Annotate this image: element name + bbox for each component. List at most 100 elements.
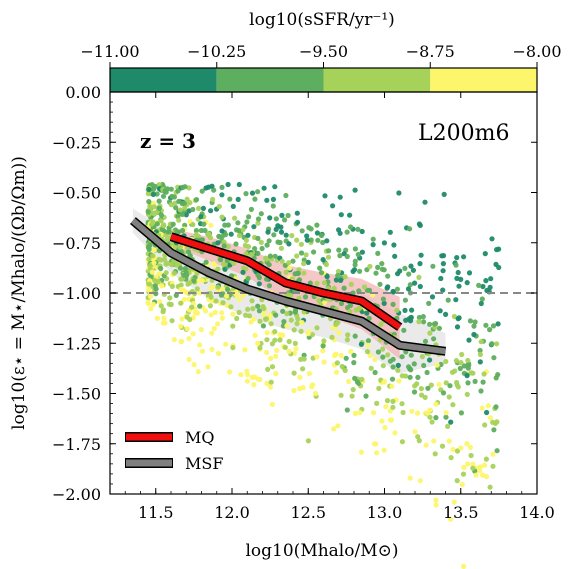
- scatter-point: [344, 229, 350, 235]
- scatter-point: [459, 351, 465, 358]
- scatter-point: [454, 478, 460, 484]
- scatter-point: [156, 205, 162, 211]
- scatter-point: [158, 212, 164, 218]
- scatter-point: [352, 333, 358, 339]
- scatter-point: [440, 268, 446, 274]
- scatter-point: [191, 362, 197, 368]
- scatter-point: [385, 352, 391, 358]
- scatter-point: [255, 216, 262, 222]
- scatter-point: [163, 270, 169, 276]
- scatter-point: [350, 290, 356, 296]
- scatter-point: [301, 261, 307, 267]
- scatter-point: [330, 203, 336, 209]
- scatter-point: [205, 364, 211, 370]
- scatter-point: [443, 410, 449, 416]
- scatter-point: [203, 259, 209, 265]
- scatter-point: [148, 306, 154, 312]
- scatter-point: [164, 237, 170, 243]
- scatter-point: [440, 287, 446, 293]
- scatter-point: [488, 276, 494, 282]
- scatter-point: [468, 452, 474, 459]
- scatter-point: [210, 196, 216, 202]
- scatter-point: [467, 444, 473, 450]
- scatter-point: [261, 311, 267, 317]
- scatter-point: [245, 232, 251, 238]
- scatter-point: [370, 410, 377, 416]
- scatter-point: [365, 342, 371, 348]
- scatter-point: [263, 316, 269, 322]
- scatter-point: [336, 247, 342, 253]
- scatter-point: [232, 215, 238, 221]
- scatter-point: [355, 226, 361, 232]
- scatter-point: [264, 380, 270, 387]
- scatter-point: [490, 451, 496, 457]
- scatter-point: [448, 419, 454, 425]
- scatter-point: [348, 224, 354, 230]
- scatter-point: [452, 368, 458, 374]
- scatter-point: [146, 287, 152, 293]
- scatter-point: [378, 321, 384, 327]
- scatter-point: [243, 191, 249, 197]
- scatter-point: [256, 308, 262, 314]
- scatter-point: [280, 308, 286, 314]
- scatter-point: [179, 316, 185, 322]
- scatter-point: [215, 240, 221, 246]
- scatter-point: [480, 379, 486, 385]
- scatter-point: [428, 382, 434, 388]
- scatter-point: [230, 345, 236, 351]
- scatter-point: [270, 196, 276, 202]
- scatter-point: [288, 317, 294, 323]
- scatter-point: [420, 314, 426, 320]
- scatter-point: [338, 352, 344, 359]
- scatter-point: [146, 256, 152, 262]
- scatter-point: [208, 312, 214, 318]
- scatter-point: [183, 289, 189, 295]
- scatter-point: [301, 270, 307, 276]
- scatter-point: [411, 389, 418, 395]
- scatter-point: [407, 226, 413, 232]
- scatter-point: [264, 242, 270, 248]
- scatter-point: [465, 461, 471, 467]
- scatter-point: [197, 342, 203, 348]
- scatter-point: [424, 369, 430, 376]
- scatter-point: [392, 253, 398, 259]
- scatter-point: [255, 303, 261, 309]
- scatter-point: [403, 317, 409, 323]
- scatter-point: [208, 294, 214, 300]
- scatter-point: [483, 322, 489, 328]
- scatter-point: [478, 300, 484, 307]
- scatter-point: [233, 241, 239, 247]
- scatter-point: [394, 307, 400, 313]
- scatter-point: [318, 232, 325, 239]
- scatter-point: [154, 315, 160, 321]
- scatter-point: [288, 292, 294, 299]
- scatter-point: [338, 392, 344, 398]
- scatter-point: [205, 231, 212, 237]
- scatter-point: [359, 376, 365, 382]
- scatter-point: [350, 387, 356, 393]
- scatter-point: [294, 210, 300, 216]
- scatter-point: [314, 280, 320, 286]
- scatter-point: [298, 250, 305, 256]
- scatter-point: [199, 278, 205, 284]
- scatter-point: [176, 217, 182, 223]
- scatter-point: [422, 199, 428, 205]
- scatter-point: [187, 280, 193, 286]
- scatter-point: [473, 472, 479, 478]
- scatter-point: [415, 410, 421, 416]
- scatter-point: [347, 309, 353, 315]
- scatter-point: [388, 417, 394, 423]
- scatter-point: [162, 257, 168, 263]
- scatter-point: [150, 301, 156, 307]
- scatter-point: [433, 497, 439, 503]
- scatter-point: [427, 330, 433, 336]
- scatter-point: [294, 270, 300, 276]
- scatter-point: [423, 442, 429, 448]
- scatter-point: [489, 236, 495, 242]
- scatter-point: [186, 336, 192, 342]
- colorbar-tick-label-3: −8.75: [406, 42, 455, 61]
- scatter-point: [227, 369, 233, 375]
- scatter-point: [174, 229, 180, 235]
- scatter-point: [338, 300, 345, 307]
- scatter-point: [186, 185, 192, 191]
